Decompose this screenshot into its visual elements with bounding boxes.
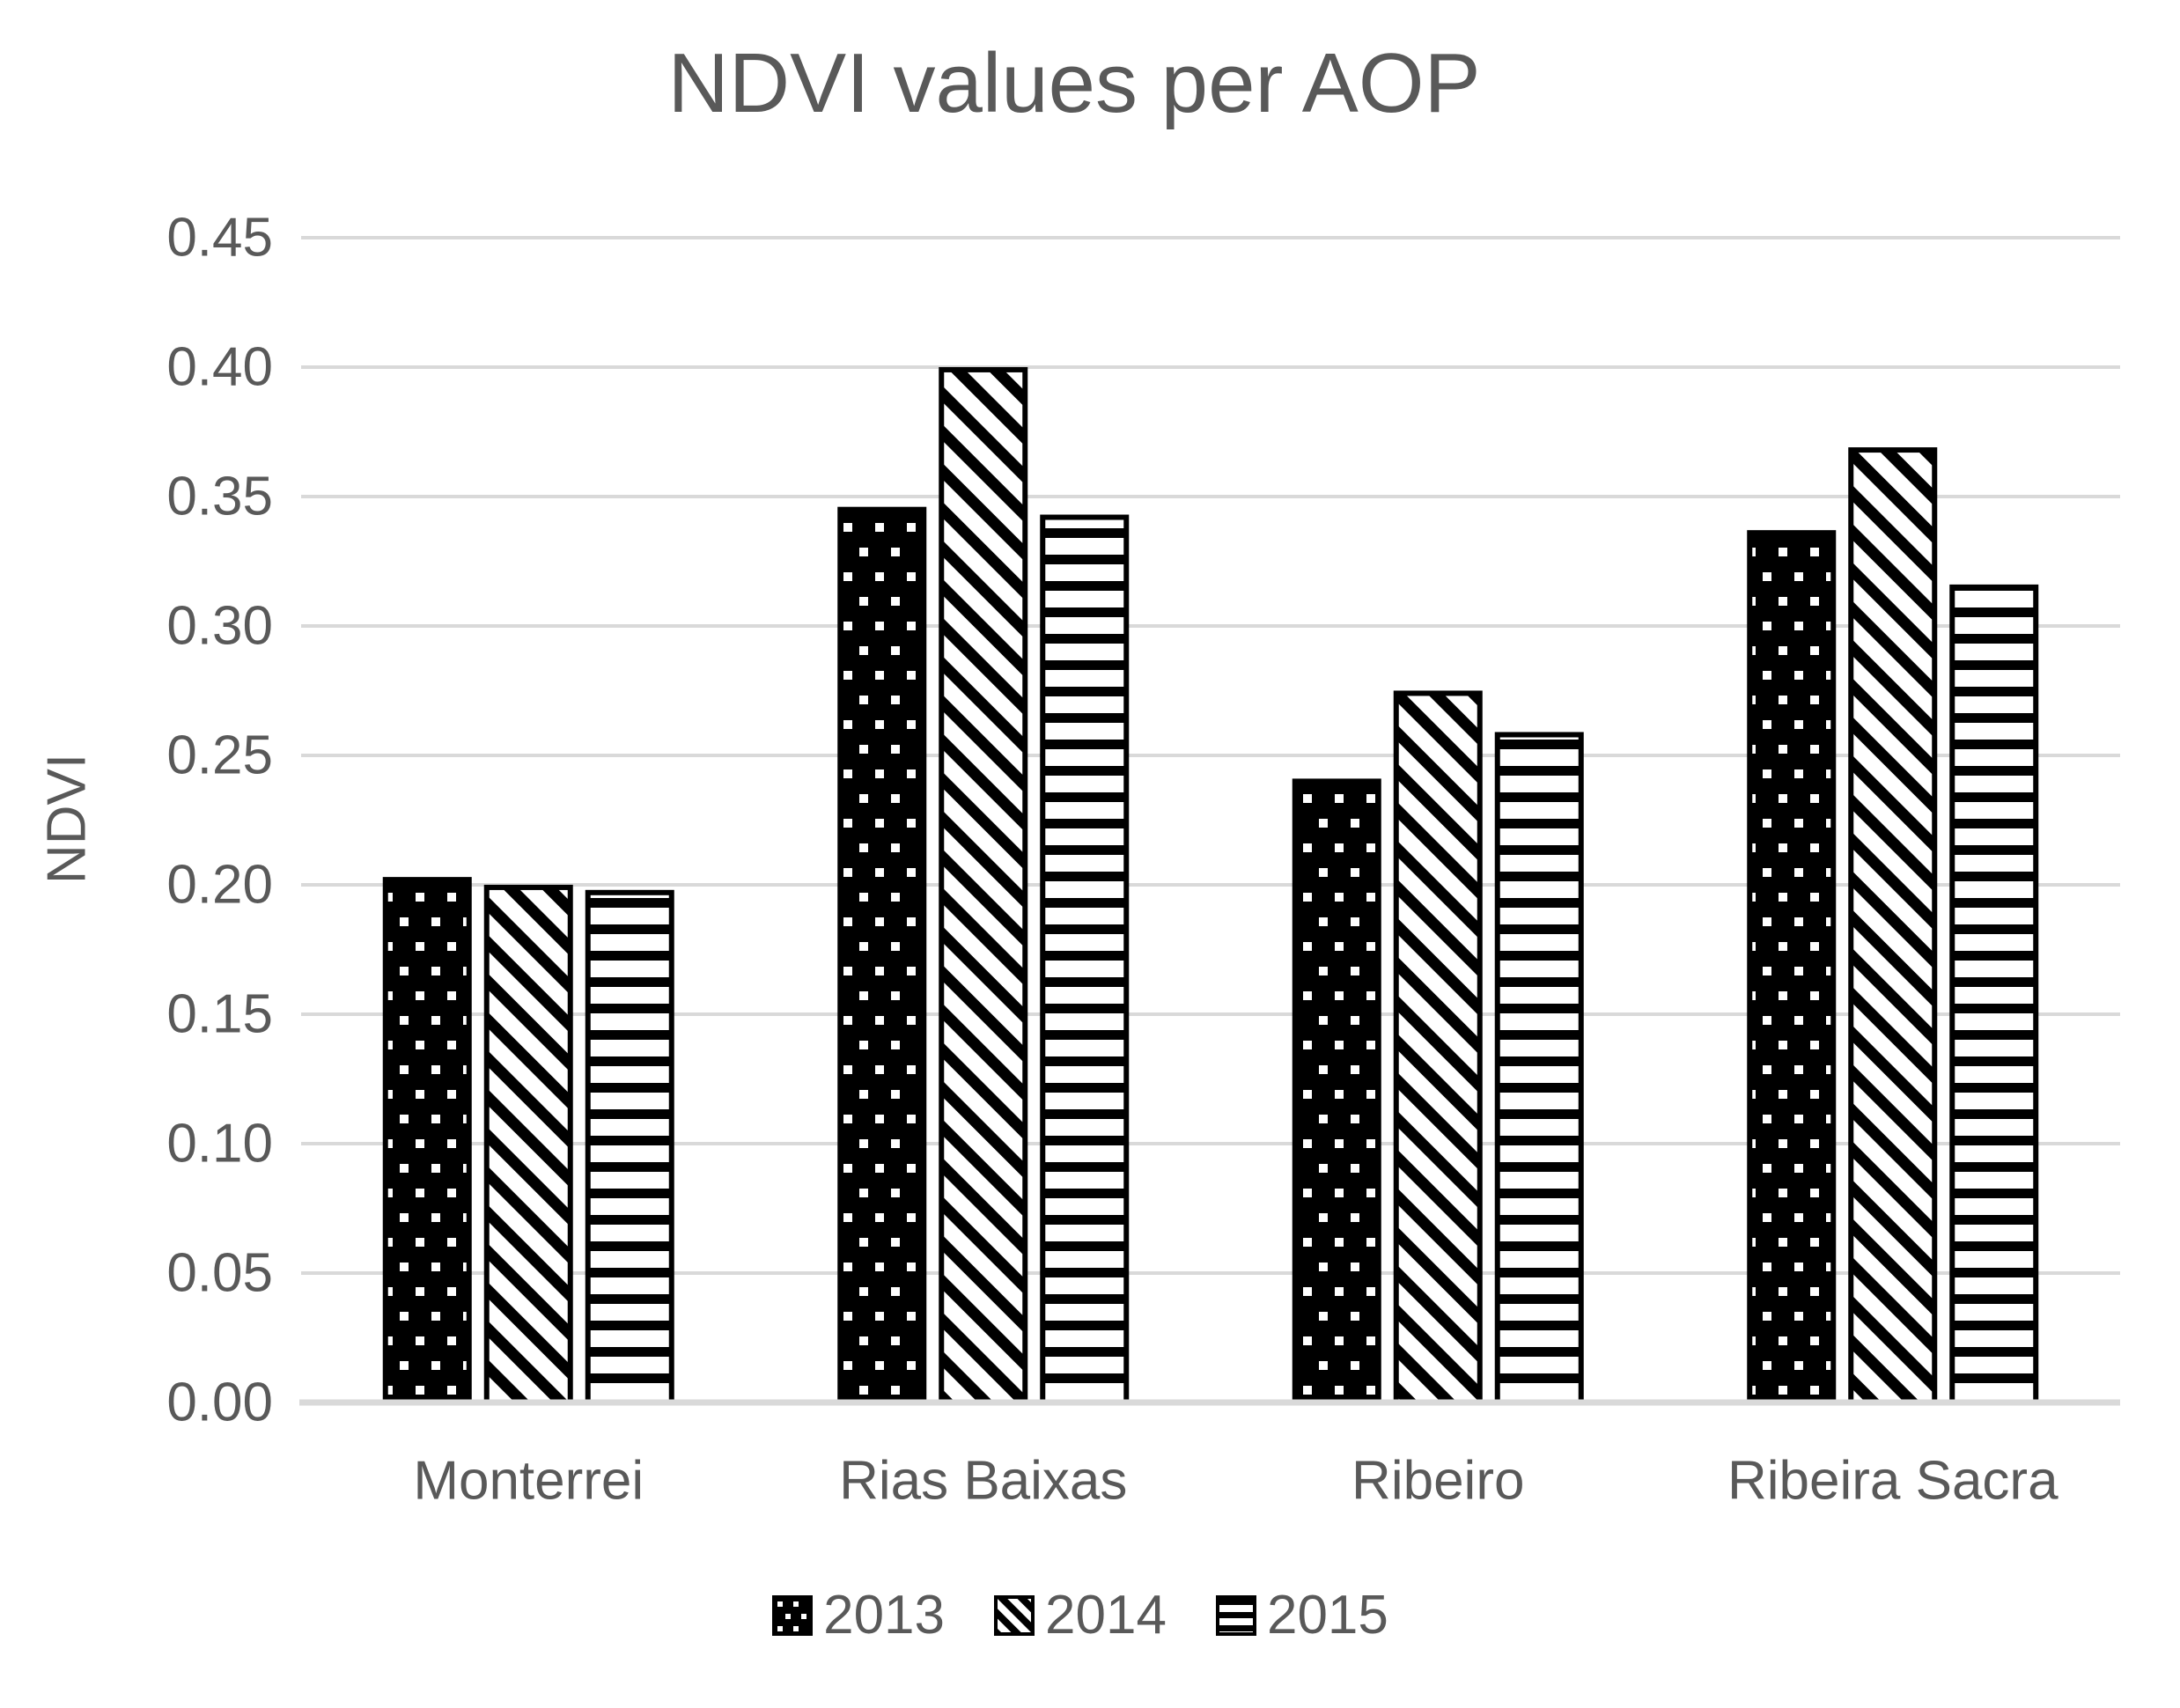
bar-2015-monterrei (585, 889, 674, 1405)
bar-2013-ribeiro (1292, 778, 1381, 1405)
bar-2015-ribeiro (1494, 732, 1584, 1405)
legend: 2013 2014 2015 (0, 1588, 2161, 1643)
y-tick-label: 0.25 (166, 725, 273, 786)
bar-2014-ribeiro (1393, 690, 1483, 1405)
x-category-label: Rias Baixas (839, 1450, 1128, 1512)
bar-2014-rias-baixas (939, 366, 1028, 1406)
y-tick-label: 0.15 (166, 983, 273, 1045)
bar-2013-ribeira-sacra (1747, 530, 1837, 1405)
bar-2015-rias-baixas (1040, 514, 1130, 1405)
legend-swatch-diagonal-icon (994, 1595, 1035, 1636)
legend-label: 2015 (1266, 1585, 1388, 1645)
chart-title: NDVI values per AOP (667, 36, 1481, 130)
bar-2013-monterrei (382, 877, 472, 1405)
legend-item-2015: 2015 (1215, 1585, 1388, 1645)
legend-item-2013: 2013 (772, 1588, 945, 1643)
y-tick-label: 0.20 (166, 854, 273, 916)
bar-2015-ribeira-sacra (1949, 584, 2039, 1405)
bar-2014-monterrei (483, 884, 573, 1405)
y-tick-label: 0.00 (166, 1372, 273, 1433)
legend-label: 2014 (1045, 1585, 1167, 1645)
y-tick-label: 0.40 (166, 336, 273, 398)
y-tick-label: 0.10 (166, 1113, 273, 1174)
y-tick-label: 0.30 (166, 595, 273, 657)
x-category-label: Monterrei (413, 1450, 644, 1512)
bar-2014-ribeira-sacra (1848, 447, 1938, 1406)
legend-swatch-horizontal-icon (1215, 1595, 1256, 1636)
y-tick-label: 0.35 (166, 466, 273, 527)
x-category-label: Ribeira Sacra (1727, 1450, 2058, 1512)
legend-label: 2013 (823, 1585, 946, 1645)
legend-swatch-dots-icon (772, 1595, 814, 1636)
x-category-label: Ribeiro (1351, 1450, 1525, 1512)
y-tick-label: 0.45 (166, 207, 273, 269)
y-tick-label: 0.05 (166, 1242, 273, 1304)
bar-2013-rias-baixas (837, 506, 927, 1405)
legend-item-2014: 2014 (994, 1588, 1167, 1643)
